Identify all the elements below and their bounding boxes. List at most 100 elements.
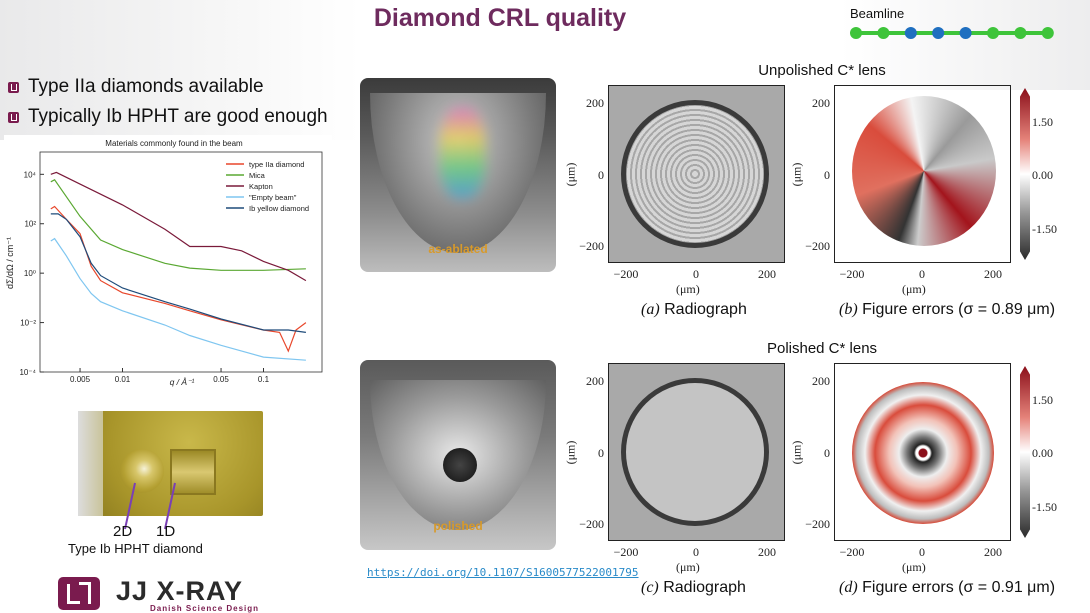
figure-errors-plot	[834, 363, 1011, 541]
lens-set-title: Unpolished C* lens	[758, 62, 886, 79]
caption-text: Figure errors (σ = 0.89 μm)	[862, 301, 1056, 318]
series-line	[50, 171, 307, 282]
label-2d: 2D	[113, 523, 133, 540]
colorbar-tick-label: 1.50	[1032, 115, 1053, 129]
y-tick-label: 200	[586, 374, 604, 388]
iridescence	[440, 108, 485, 198]
y-tick-label: 10²	[24, 220, 36, 229]
caption-text: Figure errors (σ = 0.91 μm)	[862, 579, 1056, 596]
y-tick-label: 0	[824, 168, 830, 182]
lens-tip	[443, 448, 477, 482]
beamline-station-green	[850, 27, 862, 39]
caption-text: Radiograph	[664, 301, 747, 318]
x-tick-label: −200	[839, 267, 865, 281]
legend-label: Kapton	[249, 182, 273, 191]
radiograph-plot	[608, 363, 785, 541]
diamond-sample-photo	[78, 411, 263, 530]
colorbar-tick-label: -1.50	[1032, 222, 1057, 236]
y-tick-label: 10⁻⁴	[19, 368, 36, 377]
caption-prefix: (c)	[641, 579, 659, 596]
x-axis-unit: (μm)	[902, 560, 926, 574]
colorbar	[1020, 366, 1030, 538]
x-tick-label: 0.01	[115, 375, 131, 384]
background-shade	[0, 0, 360, 140]
beamline-station-blue	[932, 27, 945, 39]
colorbar-tick-label: 0.00	[1032, 168, 1053, 182]
caption-prefix: (a)	[641, 301, 660, 318]
jjxray-logo-icon	[58, 577, 100, 610]
lens-aperture	[621, 378, 769, 526]
caption-text: Radiograph	[663, 579, 746, 596]
y-tick-label: 0	[598, 168, 604, 182]
doi-link[interactable]: https://doi.org/10.1107/S160057752200179…	[367, 566, 639, 579]
y-axis-unit: (μm)	[563, 440, 578, 465]
radiograph-caption: (a) Radiograph	[641, 301, 747, 319]
2d-lens-cavity	[120, 449, 164, 493]
y-tick-label: 0	[598, 446, 604, 460]
arrow-icons	[124, 482, 176, 530]
photo-background	[78, 411, 103, 516]
y-axis-unit: (μm)	[563, 162, 578, 187]
x-axis-unit: (μm)	[676, 560, 700, 574]
y-tick-label: −200	[805, 239, 830, 253]
1d-lens-cavity	[170, 449, 216, 495]
x-tick-label: −200	[839, 545, 865, 559]
saxs-chart-svg: Materials commonly found in the beam q /…	[5, 139, 323, 387]
series-line	[50, 237, 306, 361]
colorbar	[1020, 88, 1030, 260]
polished-label: polished	[433, 519, 483, 533]
beamline-station-blue	[959, 27, 972, 39]
x-axis-unit: (μm)	[902, 282, 926, 296]
x-tick-label: 0.05	[213, 375, 229, 384]
y-tick-label: 10⁴	[24, 170, 37, 179]
series-line	[50, 213, 306, 333]
bullet-item: Type IIa diamonds available	[8, 76, 264, 98]
x-tick-label: 200	[758, 267, 776, 281]
series-line	[50, 205, 307, 353]
legend-label: Mica	[249, 171, 266, 180]
caption-prefix: (b)	[839, 301, 858, 318]
y-tick-label: −200	[805, 517, 830, 531]
y-tick-label: −200	[579, 517, 604, 531]
beamline-station-green	[987, 27, 999, 39]
y-tick-label: 10⁻²	[20, 319, 36, 328]
lens-aperture	[621, 100, 769, 248]
as-ablated-photo: as-ablated	[360, 78, 556, 272]
plot-frame	[39, 151, 323, 373]
legend-label: "Empty beam"	[249, 193, 297, 202]
x-tick-label: 0.005	[70, 375, 91, 384]
y-tick-label: 200	[812, 96, 830, 110]
series-line	[50, 179, 306, 271]
x-tick-label: 0	[693, 545, 699, 559]
y-tick-label: 200	[586, 96, 604, 110]
saxs-chart: Materials commonly found in the beam q /…	[4, 135, 332, 387]
legend-label: Ib yellow diamond	[249, 204, 309, 213]
x-tick-label: 0	[919, 267, 925, 281]
beamline-station-blue	[904, 27, 917, 39]
background-shade	[840, 0, 1090, 90]
polished-photo: polished	[360, 360, 556, 550]
radiograph-plot	[608, 85, 785, 263]
y-tick-label: 200	[812, 374, 830, 388]
x-tick-label: 0	[693, 267, 699, 281]
figure-errors-plot	[834, 85, 1011, 263]
bullet-text: Type IIa diamonds available	[28, 76, 264, 97]
radiograph-caption: (c) Radiograph	[641, 579, 746, 597]
x-tick-label: 0.1	[258, 375, 270, 384]
colorbar-tick-label: -1.50	[1032, 500, 1057, 514]
y-tick-label: 0	[824, 446, 830, 460]
beamline-diagram	[850, 27, 1054, 39]
x-tick-label: 200	[758, 545, 776, 559]
bullet-icon	[8, 111, 19, 123]
y-tick-label: 10⁰	[24, 269, 36, 278]
beamline-station-green	[1041, 27, 1054, 39]
caption-prefix: (d)	[839, 579, 858, 596]
bullet-item: Typically Ib HPHT are good enough	[8, 106, 328, 128]
y-tick-label: −200	[579, 239, 604, 253]
as-ablated-label: as-ablated	[428, 242, 488, 256]
beamline-station-green	[877, 27, 890, 39]
bullet-icon	[8, 81, 19, 93]
x-tick-label: 200	[984, 545, 1002, 559]
colorbar-tick-label: 0.00	[1032, 446, 1053, 460]
beamline-label: Beamline	[850, 6, 905, 21]
